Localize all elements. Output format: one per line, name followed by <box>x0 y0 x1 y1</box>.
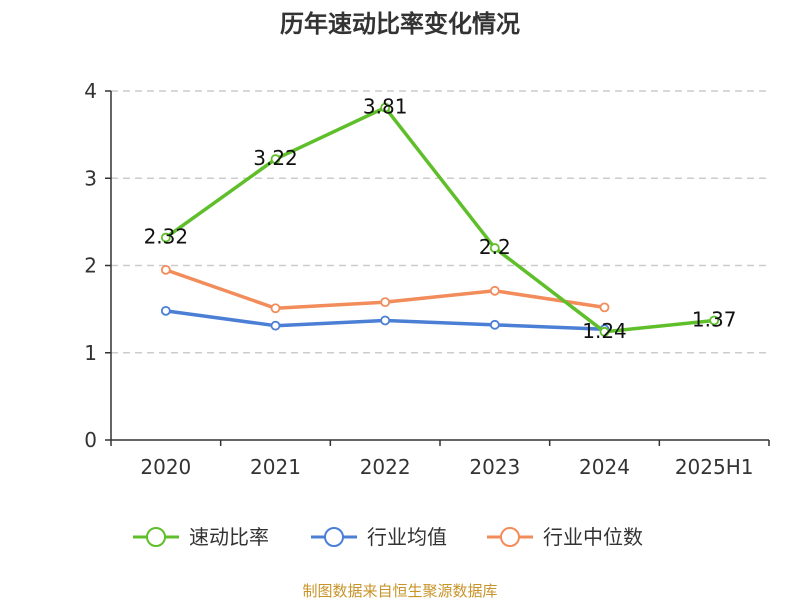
axes: 0 1 2 3 4 2020 2021 2022 2023 2024 2025H1 <box>84 79 770 479</box>
chart-title: 历年速动比率变化情况 <box>280 10 520 38</box>
y-tick-label: 1 <box>84 341 97 365</box>
y-tick-label: 3 <box>84 166 97 190</box>
legend-item: 行业中位数 <box>487 525 643 549</box>
data-point <box>160 264 171 275</box>
x-tick-label: 2024 <box>579 455 630 479</box>
data-point <box>270 320 281 331</box>
legend-marker <box>500 527 520 547</box>
series-group <box>160 102 720 337</box>
data-point <box>270 154 281 164</box>
grid-lines <box>111 90 769 354</box>
legend-item: 行业均值 <box>311 525 447 549</box>
data-point <box>380 297 391 308</box>
data-point <box>160 305 171 316</box>
x-tick-label: 2022 <box>360 455 411 479</box>
data-point <box>380 102 391 113</box>
data-point <box>709 315 720 326</box>
data-point <box>380 315 391 326</box>
y-tick-label: 0 <box>84 428 97 452</box>
legend: 速动比率 行业均值 行业中位数 <box>133 525 643 549</box>
series-2 <box>160 264 610 314</box>
series-line <box>164 105 715 334</box>
y-tick-label: 4 <box>84 79 97 103</box>
data-label: 1.24 <box>582 319 627 343</box>
data-point <box>160 232 171 243</box>
data-label: 1.37 <box>692 307 737 331</box>
data-point <box>599 302 610 313</box>
legend-marker <box>324 527 344 547</box>
data-point <box>489 243 500 253</box>
data-label: 2.2 <box>479 235 511 259</box>
x-tick-label: 2021 <box>250 455 301 479</box>
x-tick-label: 2023 <box>469 455 520 479</box>
data-point <box>599 326 610 337</box>
series-0 <box>160 102 720 337</box>
data-label: 3.81 <box>363 95 408 119</box>
legend-label: 行业均值 <box>367 525 447 549</box>
legend-label: 速动比率 <box>189 525 269 549</box>
x-tick-label: 2025H1 <box>675 455 754 479</box>
series-1 <box>160 305 610 335</box>
legend-marker <box>146 527 166 547</box>
source-note: 制图数据来自恒生聚源数据库 <box>302 582 497 600</box>
data-point <box>270 303 281 314</box>
legend-item: 速动比率 <box>133 525 269 549</box>
data-label: 3.22 <box>253 146 298 170</box>
y-tick-label: 2 <box>84 254 97 278</box>
data-point <box>489 285 500 296</box>
data-labels: 2.32 3.22 3.81 2.2 1.24 1.37 <box>144 95 737 343</box>
data-label: 2.32 <box>144 225 189 249</box>
x-tick-label: 2020 <box>140 455 191 479</box>
data-point <box>489 319 500 330</box>
legend-label: 行业中位数 <box>543 525 643 549</box>
